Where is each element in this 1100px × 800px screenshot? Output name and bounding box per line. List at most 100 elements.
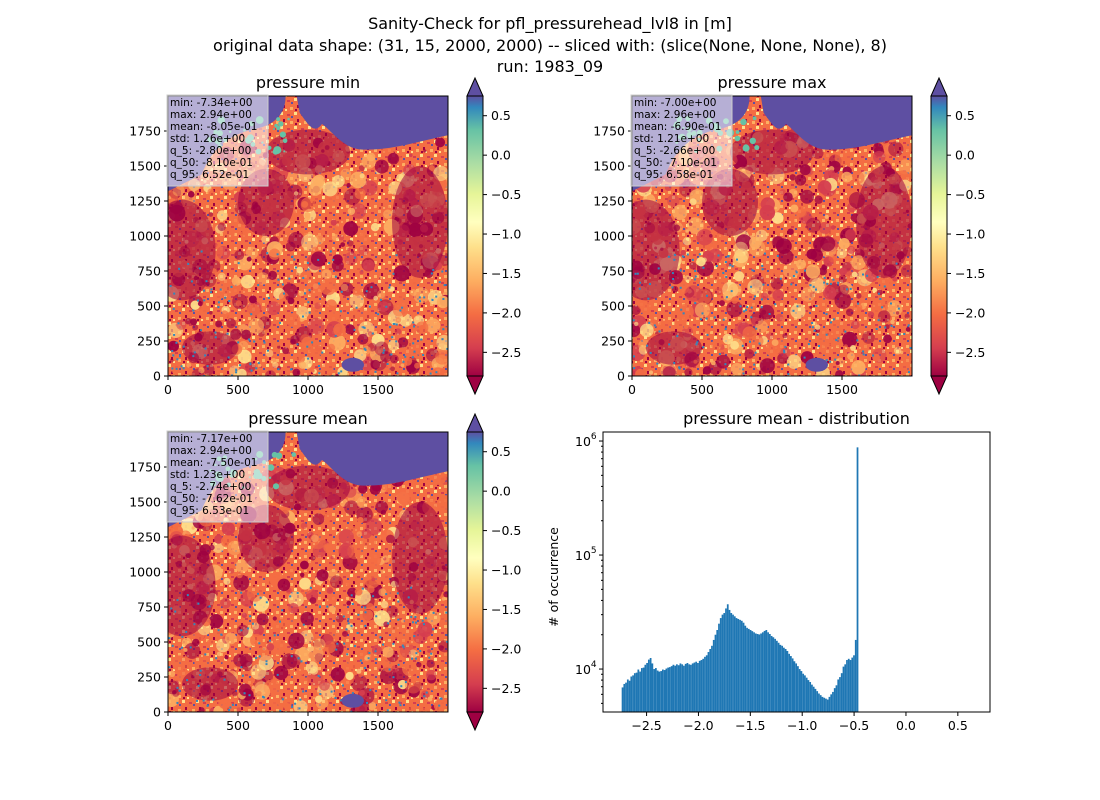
wet-cell bbox=[803, 356, 806, 359]
histogram-bar bbox=[821, 696, 824, 712]
wet-cell bbox=[811, 322, 814, 324]
wet-cell bbox=[197, 602, 200, 605]
wet-cell bbox=[307, 268, 310, 271]
field-blotch bbox=[809, 292, 815, 298]
wet-cell bbox=[377, 313, 380, 316]
wet-cell bbox=[186, 679, 189, 682]
field-blotch bbox=[855, 293, 862, 299]
field-blotch bbox=[835, 361, 840, 365]
colorbar: 0.5 0.0 −0.5 −1.0 −1.5 −2.0 −2.5 bbox=[930, 76, 985, 396]
field-blotch bbox=[728, 283, 742, 297]
field-blotch bbox=[230, 328, 242, 340]
wet-cell bbox=[807, 343, 810, 346]
field-blotch bbox=[677, 303, 694, 321]
wet-cell bbox=[668, 343, 671, 346]
wet-cell bbox=[290, 655, 293, 658]
wet-cell bbox=[402, 360, 405, 363]
wet-cell bbox=[846, 288, 848, 291]
wet-cell bbox=[223, 678, 226, 681]
field-blotch bbox=[338, 234, 345, 241]
wet-cell bbox=[172, 307, 175, 310]
histogram-bar bbox=[798, 669, 801, 712]
histogram-bar bbox=[723, 613, 726, 712]
field-blotch bbox=[634, 321, 639, 327]
y-tick-label: 1500 bbox=[129, 159, 161, 174]
wet-cell bbox=[199, 674, 202, 676]
field-blotch bbox=[309, 597, 317, 604]
wet-cell bbox=[357, 613, 360, 616]
wet-cell bbox=[442, 298, 445, 300]
wet-cell bbox=[293, 258, 296, 261]
wet-cell bbox=[294, 702, 297, 705]
field-blotch bbox=[780, 347, 791, 358]
histogram-bar bbox=[649, 658, 652, 712]
field-blotch bbox=[373, 248, 378, 253]
y-tick-label: 1250 bbox=[129, 530, 161, 545]
wet-cell bbox=[192, 309, 195, 312]
wet-cell bbox=[172, 354, 175, 357]
dry-region bbox=[392, 502, 448, 614]
field-blotch bbox=[789, 174, 796, 181]
field-blotch bbox=[632, 323, 641, 338]
wet-cell bbox=[203, 299, 206, 302]
wet-cell bbox=[268, 639, 271, 642]
wet-cell bbox=[815, 305, 818, 307]
wet-cell bbox=[389, 326, 392, 329]
field-blotch bbox=[324, 668, 328, 672]
wet-cell bbox=[217, 306, 220, 309]
y-tick-label: 500 bbox=[137, 635, 161, 650]
field-blotch bbox=[245, 647, 251, 653]
histogram-bar bbox=[725, 608, 727, 712]
field-blotch bbox=[367, 701, 377, 711]
field-blotch bbox=[437, 495, 448, 512]
heatmap-panel-2: pressure mean 0 500 1000 1500 0 250 500 750 1000 1… bbox=[129, 409, 521, 733]
field-blotch bbox=[404, 676, 422, 694]
wet-cell bbox=[686, 253, 689, 256]
wet-cell bbox=[277, 278, 280, 281]
field-blotch bbox=[226, 318, 236, 329]
wet-cell bbox=[680, 308, 683, 311]
dry-region bbox=[168, 199, 216, 301]
field-blotch bbox=[245, 228, 251, 234]
wet-cell bbox=[228, 300, 231, 302]
wet-cell bbox=[247, 338, 250, 341]
field-blotch bbox=[221, 660, 226, 665]
wet-cell bbox=[181, 635, 184, 638]
field-blotch bbox=[749, 236, 762, 250]
field-blotch bbox=[771, 339, 779, 346]
wet-cell bbox=[296, 592, 299, 594]
x-tick-label: 500 bbox=[226, 382, 250, 397]
field-blotch bbox=[696, 229, 713, 246]
field-blotch bbox=[374, 341, 389, 356]
field-blotch bbox=[830, 319, 847, 336]
histogram-bar bbox=[728, 609, 731, 712]
y-tick-label: 750 bbox=[137, 600, 161, 615]
dry-region bbox=[182, 667, 238, 701]
field-blotch bbox=[252, 291, 257, 297]
field-blotch bbox=[300, 522, 308, 529]
field-blotch bbox=[835, 370, 844, 376]
x-tick-label: 0.5 bbox=[948, 718, 968, 733]
wet-cell bbox=[359, 659, 362, 662]
histogram-bar bbox=[730, 613, 733, 712]
wet-cell bbox=[396, 372, 399, 375]
dry-region bbox=[266, 465, 350, 511]
stats-line: q_95: 6.53e-01 bbox=[170, 505, 249, 517]
field-blotch bbox=[851, 360, 866, 375]
x-tick-label: 1000 bbox=[292, 718, 324, 733]
field-blotch bbox=[310, 368, 315, 373]
wet-cell bbox=[727, 255, 730, 258]
sea-region-east bbox=[296, 432, 448, 486]
field-blotch bbox=[323, 543, 333, 553]
field-blotch bbox=[354, 578, 359, 583]
x-tick-label: 1500 bbox=[362, 382, 394, 397]
wet-cell bbox=[872, 354, 875, 357]
field-blotch bbox=[344, 500, 359, 515]
field-blotch bbox=[398, 628, 416, 646]
stats-line: mean: -6.90e-01 bbox=[634, 121, 721, 133]
wet-cell bbox=[214, 336, 217, 339]
wet-cell bbox=[432, 628, 435, 631]
wet-cell bbox=[679, 286, 682, 289]
field-blotch bbox=[693, 359, 698, 364]
wet-cell bbox=[240, 629, 243, 632]
